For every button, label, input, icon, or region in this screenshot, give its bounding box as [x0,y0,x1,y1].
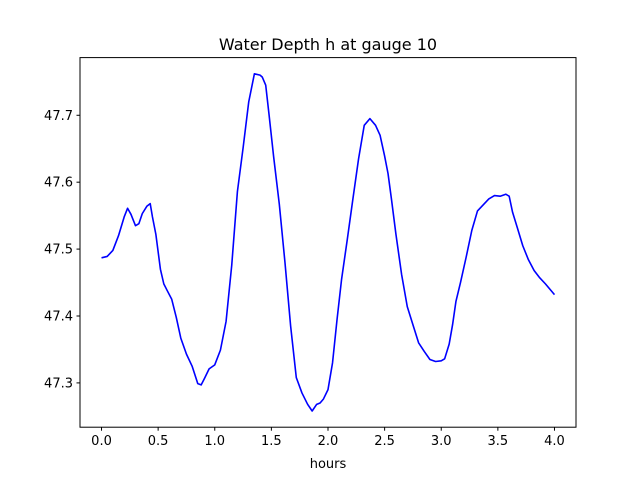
y-tick-label: 47.4 [44,309,73,324]
plot-area [101,72,556,412]
chart-title: Water Depth h at gauge 10 [219,35,437,54]
x-tick-label: 2.0 [318,434,339,449]
x-axis: 0.0 0.5 1.0 1.5 2.0 2.5 3.0 3.5 4.0 [91,427,565,449]
series-line [101,72,556,412]
y-tick-label: 47.3 [44,376,73,391]
y-tick-label: 47.5 [44,243,73,258]
x-tick-label: 1.0 [204,434,225,449]
y-tick-label: 47.7 [44,109,73,124]
x-tick-label: 0.0 [91,434,112,449]
x-tick-label: 0.5 [148,434,169,449]
y-axis: 47.3 47.4 47.5 47.6 47.7 [44,109,80,391]
y-tick-label: 47.6 [44,176,73,191]
x-tick-label: 3.5 [488,434,509,449]
x-tick-label: 1.5 [261,434,282,449]
axes-frame [79,57,577,428]
x-tick-label: 3.0 [431,434,452,449]
x-tick-label: 2.5 [374,434,395,449]
x-axis-label: hours [310,457,347,472]
x-tick-label: 4.0 [544,434,565,449]
